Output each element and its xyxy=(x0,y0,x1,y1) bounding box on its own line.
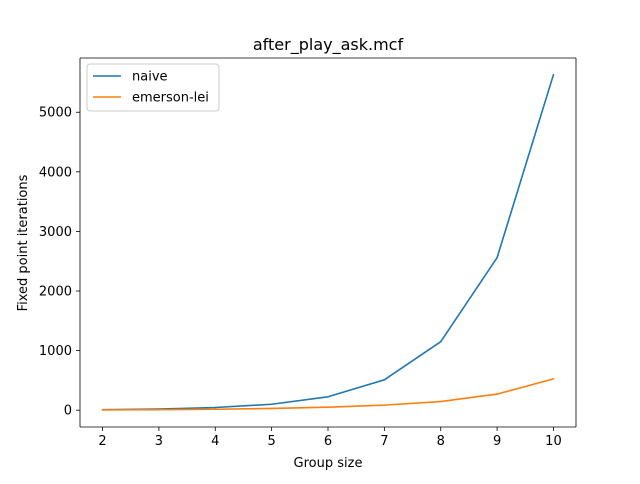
data-point-naive xyxy=(327,395,329,398)
y-tick-label: 3000 xyxy=(39,225,72,240)
legend-label-naive: naive xyxy=(132,70,168,85)
x-tick-label: 7 xyxy=(380,434,388,449)
data-point-naive xyxy=(552,73,555,76)
data-point-emerson-lei xyxy=(327,406,329,409)
x-tick-label: 4 xyxy=(211,434,219,449)
y-tick-label: 2000 xyxy=(39,285,72,300)
legend-label-emerson-lei: emerson-lei xyxy=(132,91,209,106)
data-point-emerson-lei xyxy=(383,404,386,406)
x-tick-label: 2 xyxy=(98,434,106,449)
data-point-emerson-lei xyxy=(496,393,498,395)
data-point-emerson-lei xyxy=(214,408,217,411)
data-point-naive xyxy=(383,379,386,381)
plot-background xyxy=(80,58,576,427)
y-tick-label: 4000 xyxy=(39,165,72,180)
data-point-emerson-lei xyxy=(158,408,160,411)
x-tick-label: 6 xyxy=(324,434,332,449)
data-point-emerson-lei xyxy=(439,400,442,403)
x-tick-label: 10 xyxy=(545,434,562,449)
x-tick-label: 8 xyxy=(437,434,445,449)
y-axis: 0 1000 2000 3000 4000 5000 xyxy=(39,106,80,419)
plot-area xyxy=(80,58,576,427)
x-tick-label: 5 xyxy=(267,434,275,449)
data-point-emerson-lei xyxy=(552,378,555,380)
y-axis-label: Fixed point iterations xyxy=(16,174,31,311)
legend: naive emerson-lei xyxy=(86,63,220,112)
data-point-naive xyxy=(496,256,498,259)
chart-title: after_play_ask.mcf xyxy=(253,35,404,55)
x-tick-label: 9 xyxy=(493,434,501,449)
x-tick-label: 3 xyxy=(155,434,163,449)
data-point-emerson-lei xyxy=(270,407,273,410)
data-point-emerson-lei xyxy=(101,409,104,411)
x-axis-label: Group size xyxy=(294,456,363,471)
y-tick-label: 0 xyxy=(64,404,72,419)
data-point-naive xyxy=(439,340,442,343)
y-tick-label: 1000 xyxy=(39,344,72,359)
data-point-naive xyxy=(270,403,273,406)
y-tick-label: 5000 xyxy=(39,106,72,121)
series-layer xyxy=(101,73,555,411)
data-point-naive xyxy=(214,406,217,409)
x-axis: 2 3 4 5 6 7 8 9 10 xyxy=(98,427,562,449)
